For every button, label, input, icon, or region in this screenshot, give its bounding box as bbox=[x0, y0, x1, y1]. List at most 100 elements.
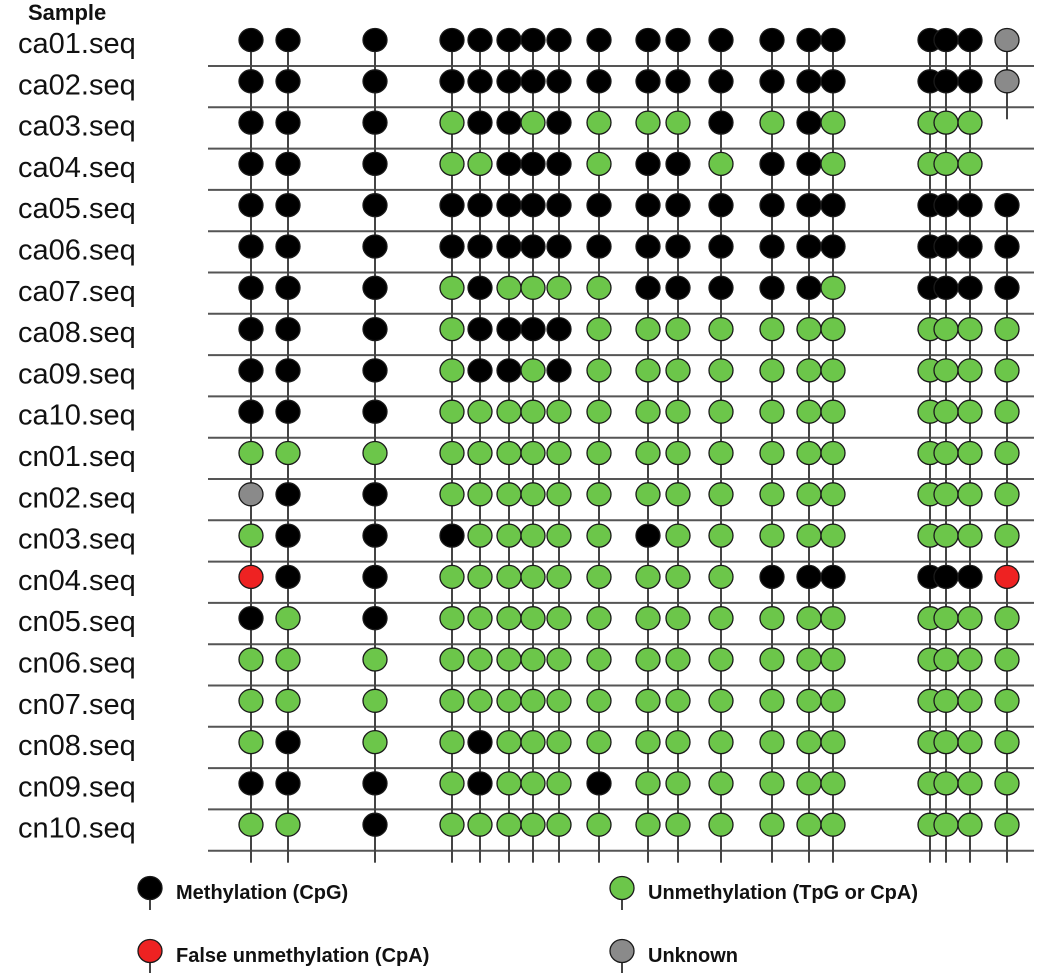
site-circle bbox=[933, 275, 959, 300]
site-circle bbox=[439, 523, 465, 548]
site-circle bbox=[820, 27, 846, 53]
cpg-site-methylated bbox=[362, 399, 388, 450]
site-circle bbox=[275, 688, 301, 713]
sample-label: ca01.seq bbox=[18, 28, 136, 60]
cpg-site-methylated bbox=[546, 193, 572, 244]
sequence-row: cn02.seq bbox=[18, 482, 1034, 533]
site-circle bbox=[957, 564, 983, 590]
site-circle bbox=[957, 440, 983, 466]
site-circle bbox=[796, 564, 822, 590]
cpg-site-unmethylated bbox=[759, 358, 785, 409]
site-circle bbox=[467, 647, 493, 672]
site-circle bbox=[546, 69, 572, 94]
site-circle bbox=[665, 234, 691, 259]
site-circle bbox=[665, 606, 691, 631]
site-circle bbox=[238, 606, 264, 631]
site-circle bbox=[520, 647, 546, 672]
site-circle bbox=[635, 193, 661, 218]
site-circle bbox=[933, 69, 959, 94]
site-circle bbox=[933, 647, 959, 672]
site-circle bbox=[586, 771, 612, 796]
site-circle bbox=[362, 812, 388, 837]
site-circle bbox=[546, 358, 572, 383]
site-circle bbox=[820, 812, 846, 837]
site-circle bbox=[586, 606, 612, 631]
cpg-site-unmethylated bbox=[994, 812, 1020, 863]
site-circle bbox=[665, 482, 691, 507]
site-circle bbox=[467, 523, 493, 548]
site-circle bbox=[467, 193, 493, 218]
site-circle bbox=[362, 440, 388, 466]
site-circle bbox=[496, 812, 522, 837]
cpg-site-unmethylated bbox=[439, 564, 465, 615]
site-circle bbox=[238, 523, 264, 548]
site-circle bbox=[635, 647, 661, 672]
site-circle bbox=[546, 812, 572, 837]
site-circle bbox=[467, 358, 493, 383]
site-circle bbox=[496, 688, 522, 713]
cpg-site-unmethylated bbox=[994, 316, 1020, 368]
site-circle bbox=[933, 193, 959, 218]
cpg-site-unmethylated bbox=[496, 812, 522, 863]
site-circle bbox=[439, 482, 465, 507]
site-circle bbox=[586, 275, 612, 300]
site-circle bbox=[238, 482, 264, 507]
cpg-site-unmethylated bbox=[635, 729, 661, 781]
site-circle bbox=[439, 27, 465, 53]
site-circle bbox=[708, 771, 734, 796]
site-circle bbox=[520, 606, 546, 631]
sequence-row: ca06.seq bbox=[18, 234, 1034, 285]
site-circle bbox=[933, 234, 959, 259]
site-circle bbox=[635, 234, 661, 259]
site-circle bbox=[362, 647, 388, 672]
cpg-site-unmethylated bbox=[820, 771, 846, 822]
cpg-site-unmethylated bbox=[635, 110, 661, 161]
cpg-site-unmethylated bbox=[635, 647, 661, 698]
site-circle bbox=[994, 812, 1020, 837]
site-circle bbox=[439, 812, 465, 837]
legend-swatch bbox=[609, 875, 635, 901]
site-circle bbox=[665, 69, 691, 94]
site-circle bbox=[994, 399, 1020, 424]
site-circle bbox=[586, 688, 612, 713]
sequence-row: ca10.seq bbox=[18, 399, 1034, 450]
cpg-site-methylated bbox=[708, 69, 734, 120]
site-circle bbox=[820, 399, 846, 424]
cpg-site-unmethylated bbox=[439, 647, 465, 698]
site-circle bbox=[546, 606, 572, 631]
cpg-site-methylated bbox=[362, 771, 388, 822]
sequence-row: cn05.seq bbox=[18, 606, 1034, 657]
site-circle bbox=[957, 69, 983, 94]
site-circle bbox=[439, 440, 465, 466]
cpg-site-methylated bbox=[957, 234, 983, 285]
cpg-site-unmethylated bbox=[635, 771, 661, 822]
site-circle bbox=[439, 316, 465, 342]
site-circle bbox=[957, 110, 983, 135]
site-circle bbox=[796, 606, 822, 631]
site-circle bbox=[586, 27, 612, 53]
cpg-site-unmethylated bbox=[957, 151, 983, 202]
cpg-site-unmethylated bbox=[820, 729, 846, 781]
site-circle bbox=[467, 316, 493, 342]
site-circle bbox=[994, 688, 1020, 713]
site-circle bbox=[796, 110, 822, 135]
site-circle bbox=[796, 647, 822, 672]
site-circle bbox=[820, 440, 846, 466]
sequence-row: cn09.seq bbox=[18, 771, 1034, 822]
site-circle bbox=[586, 316, 612, 342]
cpg-site-unmethylated bbox=[586, 647, 612, 698]
site-circle bbox=[665, 399, 691, 424]
site-circle bbox=[933, 440, 959, 466]
cpg-site-methylated bbox=[957, 564, 983, 615]
site-circle bbox=[759, 482, 785, 507]
cpg-site-unmethylated bbox=[665, 358, 691, 409]
site-circle bbox=[439, 564, 465, 590]
sequence-row: ca03.seq bbox=[18, 110, 1034, 161]
site-circle bbox=[546, 771, 572, 796]
site-circle bbox=[586, 69, 612, 94]
site-circle bbox=[635, 440, 661, 466]
site-circle bbox=[933, 358, 959, 383]
site-circle bbox=[635, 729, 661, 755]
cpg-site-methylated bbox=[362, 564, 388, 615]
site-circle bbox=[496, 771, 522, 796]
